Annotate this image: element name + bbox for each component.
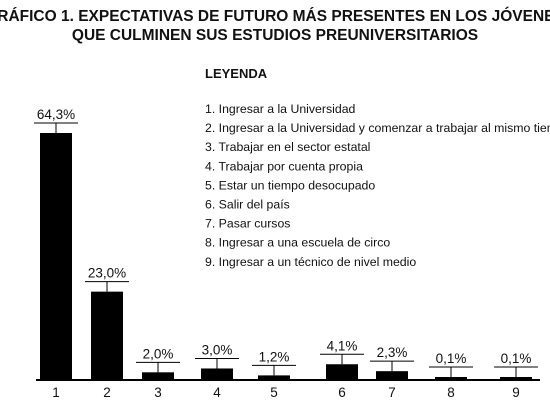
legend-title: LEYENDA	[205, 66, 268, 81]
x-tick-label-6: 6	[338, 385, 346, 400]
x-tick-label-1: 1	[52, 385, 60, 400]
legend-item-4: 4. Trabajar por cuenta propia	[205, 159, 363, 173]
x-tick-label-8: 8	[447, 385, 455, 400]
bar-value-label-2: 23,0%	[88, 266, 126, 281]
bar-value-label-7: 2,3%	[377, 345, 408, 360]
bar-7	[376, 371, 408, 380]
legend-item-9: 9. Ingresar a un técnico de nivel medio	[205, 255, 416, 269]
bars: 64,3% 1 23,0% 2 2,0% 3 3,0% 4 1,2% 5 4,1% 6 2,3% 7 0,1…	[34, 107, 538, 400]
legend-item-3: 3. Trabajar en el sector estatal	[205, 140, 370, 154]
legend-item-6: 6. Salir del país	[205, 198, 290, 212]
bar-value-label-9: 0,1%	[501, 351, 532, 366]
x-tick-label-5: 5	[270, 385, 278, 400]
legend-item-2: 2. Ingresar a la Universidad y comenzar …	[205, 121, 550, 135]
bar-5	[258, 375, 290, 380]
bar-value-label-3: 2,0%	[143, 346, 174, 361]
bar-value-label-6: 4,1%	[327, 338, 358, 353]
bar-value-label-8: 0,1%	[436, 351, 467, 366]
bar-2	[91, 291, 123, 380]
bar-3	[142, 372, 174, 380]
legend: 1. Ingresar a la Universidad 2. Ingresar …	[205, 102, 550, 269]
x-tick-label-7: 7	[388, 385, 396, 400]
bar-value-label-4: 3,0%	[202, 342, 233, 357]
x-tick-label-3: 3	[154, 385, 162, 400]
legend-item-5: 5. Estar un tiempo desocupado	[205, 178, 375, 192]
x-tick-label-2: 2	[103, 385, 111, 400]
bar-9	[500, 377, 532, 380]
legend-item-8: 8. Ingresar a una escuela de circo	[205, 236, 390, 250]
bar-value-label-1: 64,3%	[37, 107, 75, 122]
bar-4	[201, 368, 233, 380]
bar-value-label-5: 1,2%	[259, 349, 290, 364]
x-tick-label-4: 4	[213, 385, 221, 400]
legend-item-7: 7. Pasar cursos	[205, 217, 290, 231]
chart-title-line-2: QUE CULMINEN SUS ESTUDIOS PREUNIVERSITAR…	[72, 27, 478, 44]
chart-title-line-1: GRÁFICO 1. EXPECTATIVAS DE FUTURO MÁS PR…	[0, 7, 550, 25]
bar-1	[40, 133, 72, 380]
x-tick-label-9: 9	[512, 385, 520, 400]
bar-8	[435, 377, 467, 380]
bar-6	[326, 364, 358, 380]
legend-item-1: 1. Ingresar a la Universidad	[205, 102, 356, 116]
